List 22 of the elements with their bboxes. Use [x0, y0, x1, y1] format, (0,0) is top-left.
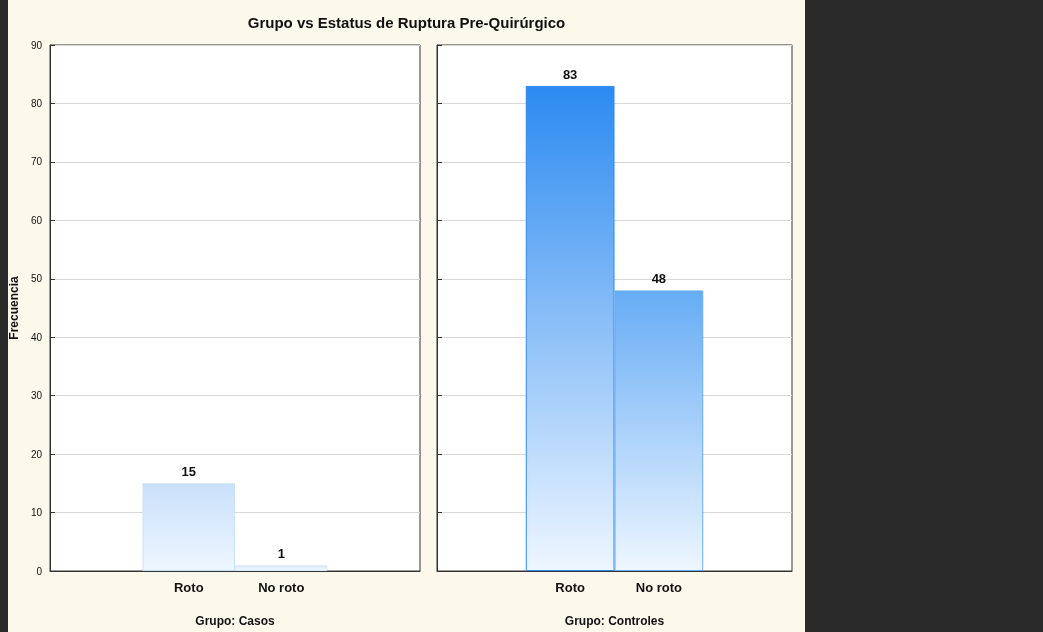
y-tick-label: 10 — [30, 507, 43, 519]
chart-title: Grupo vs Estatus de Ruptura Pre-Quirúrgico — [246, 14, 567, 31]
x-axis-title: Grupo: Controles — [564, 614, 665, 628]
data-label: 1 — [277, 546, 285, 562]
y-tick-label: 0 — [36, 565, 43, 577]
x-tick-label: No roto — [635, 580, 683, 595]
y-tick-label: 70 — [30, 156, 43, 168]
x-axis-title: Grupo: Casos — [195, 614, 276, 628]
x-tick-label: No roto — [258, 580, 305, 595]
y-tick-label: 30 — [30, 390, 43, 402]
y-tick-label: 40 — [30, 331, 43, 343]
y-tick-label: 60 — [30, 214, 43, 226]
y-tick-label: 90 — [30, 39, 43, 51]
data-label: 83 — [562, 66, 578, 82]
x-tick-label: Roto — [555, 580, 585, 595]
data-label: 15 — [181, 464, 196, 480]
y-tick-label: 20 — [30, 448, 43, 460]
data-label: 48 — [651, 271, 667, 287]
x-tick-label: Roto — [173, 580, 204, 595]
y-tick-label: 80 — [30, 97, 43, 109]
y-axis-title: Frecuencia — [7, 276, 21, 340]
y-tick-label: 50 — [30, 273, 43, 285]
